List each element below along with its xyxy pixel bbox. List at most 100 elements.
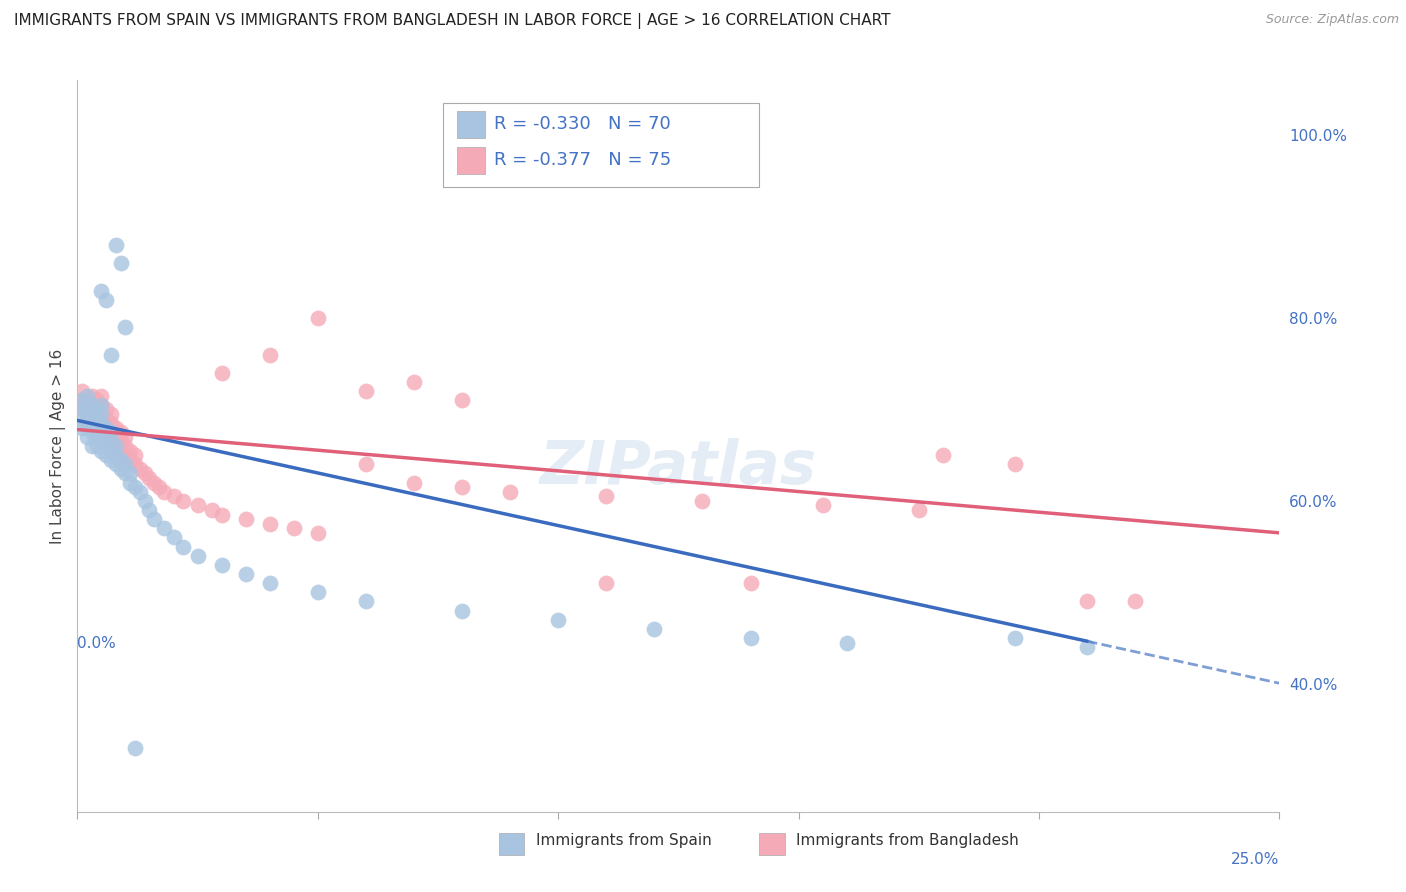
Point bbox=[307, 585, 329, 599]
Point bbox=[451, 480, 474, 494]
Point bbox=[100, 443, 122, 458]
Point bbox=[110, 425, 132, 440]
Point bbox=[114, 320, 136, 334]
Point bbox=[138, 503, 160, 517]
Point bbox=[100, 425, 122, 440]
Point bbox=[76, 393, 98, 408]
Point bbox=[307, 310, 329, 325]
Point bbox=[740, 576, 762, 591]
Point bbox=[143, 512, 166, 526]
Point bbox=[76, 411, 98, 425]
Point bbox=[100, 434, 122, 449]
Point bbox=[124, 480, 146, 494]
Point bbox=[259, 348, 281, 362]
Point bbox=[86, 430, 108, 444]
Point bbox=[595, 489, 617, 503]
Point bbox=[100, 452, 122, 467]
Point bbox=[211, 508, 233, 522]
Point bbox=[259, 576, 281, 591]
Point bbox=[80, 407, 103, 421]
Point bbox=[70, 402, 93, 417]
Point bbox=[114, 439, 136, 453]
Y-axis label: In Labor Force | Age > 16: In Labor Force | Age > 16 bbox=[51, 349, 66, 543]
Point bbox=[100, 434, 122, 449]
Point bbox=[80, 398, 103, 412]
Point bbox=[96, 448, 118, 462]
Point bbox=[124, 458, 146, 472]
Point bbox=[153, 521, 176, 535]
Point bbox=[283, 521, 305, 535]
Point bbox=[76, 430, 98, 444]
Point bbox=[96, 430, 118, 444]
Point bbox=[76, 398, 98, 412]
Text: 0.0%: 0.0% bbox=[77, 636, 117, 651]
Point bbox=[96, 293, 118, 307]
Point bbox=[80, 425, 103, 440]
Point bbox=[235, 512, 257, 526]
Point bbox=[90, 416, 112, 430]
Point bbox=[90, 443, 112, 458]
Point bbox=[70, 420, 93, 434]
Point bbox=[70, 393, 93, 408]
Point bbox=[153, 484, 176, 499]
Point bbox=[110, 462, 132, 476]
Point bbox=[100, 348, 122, 362]
Point bbox=[595, 576, 617, 591]
Text: 25.0%: 25.0% bbox=[1232, 852, 1279, 867]
Text: IMMIGRANTS FROM SPAIN VS IMMIGRANTS FROM BANGLADESH IN LABOR FORCE | AGE > 16 CO: IMMIGRANTS FROM SPAIN VS IMMIGRANTS FROM… bbox=[14, 13, 890, 29]
Point bbox=[134, 467, 156, 481]
Point bbox=[86, 439, 108, 453]
Point bbox=[96, 411, 118, 425]
Point bbox=[259, 516, 281, 531]
Point bbox=[90, 284, 112, 298]
Point bbox=[143, 475, 166, 490]
Text: Source: ZipAtlas.com: Source: ZipAtlas.com bbox=[1265, 13, 1399, 27]
Point bbox=[96, 439, 118, 453]
Point bbox=[96, 402, 118, 417]
Point bbox=[96, 420, 118, 434]
Point bbox=[211, 558, 233, 572]
Point bbox=[86, 420, 108, 434]
Point bbox=[86, 402, 108, 417]
Point bbox=[1076, 594, 1098, 608]
Point bbox=[499, 484, 522, 499]
Point bbox=[114, 458, 136, 472]
Point bbox=[96, 430, 118, 444]
Point bbox=[86, 420, 108, 434]
Text: Immigrants from Bangladesh: Immigrants from Bangladesh bbox=[796, 833, 1018, 848]
Point bbox=[90, 416, 112, 430]
Point bbox=[128, 462, 150, 476]
Point bbox=[128, 484, 150, 499]
Point bbox=[80, 398, 103, 412]
Point bbox=[134, 494, 156, 508]
Point bbox=[354, 458, 377, 472]
Point bbox=[90, 434, 112, 449]
Point bbox=[86, 402, 108, 417]
Point bbox=[70, 411, 93, 425]
Point bbox=[148, 480, 170, 494]
Point bbox=[100, 407, 122, 421]
Point bbox=[104, 430, 127, 444]
Point bbox=[104, 439, 127, 453]
Point bbox=[90, 407, 112, 421]
Text: ZIPatlas: ZIPatlas bbox=[540, 439, 817, 498]
Point bbox=[835, 635, 858, 649]
Text: Immigrants from Spain: Immigrants from Spain bbox=[536, 833, 711, 848]
Point bbox=[307, 525, 329, 540]
Point bbox=[86, 411, 108, 425]
Point bbox=[124, 448, 146, 462]
Point bbox=[80, 416, 103, 430]
Point bbox=[162, 489, 184, 503]
Point bbox=[110, 452, 132, 467]
Text: R = -0.330   N = 70: R = -0.330 N = 70 bbox=[494, 115, 671, 133]
Point bbox=[80, 416, 103, 430]
Point bbox=[90, 398, 112, 412]
Point bbox=[70, 393, 93, 408]
Point bbox=[120, 475, 142, 490]
Point bbox=[90, 398, 112, 412]
Point bbox=[908, 503, 931, 517]
Point bbox=[740, 631, 762, 645]
Point bbox=[80, 389, 103, 403]
Point bbox=[96, 420, 118, 434]
Point bbox=[124, 740, 146, 755]
